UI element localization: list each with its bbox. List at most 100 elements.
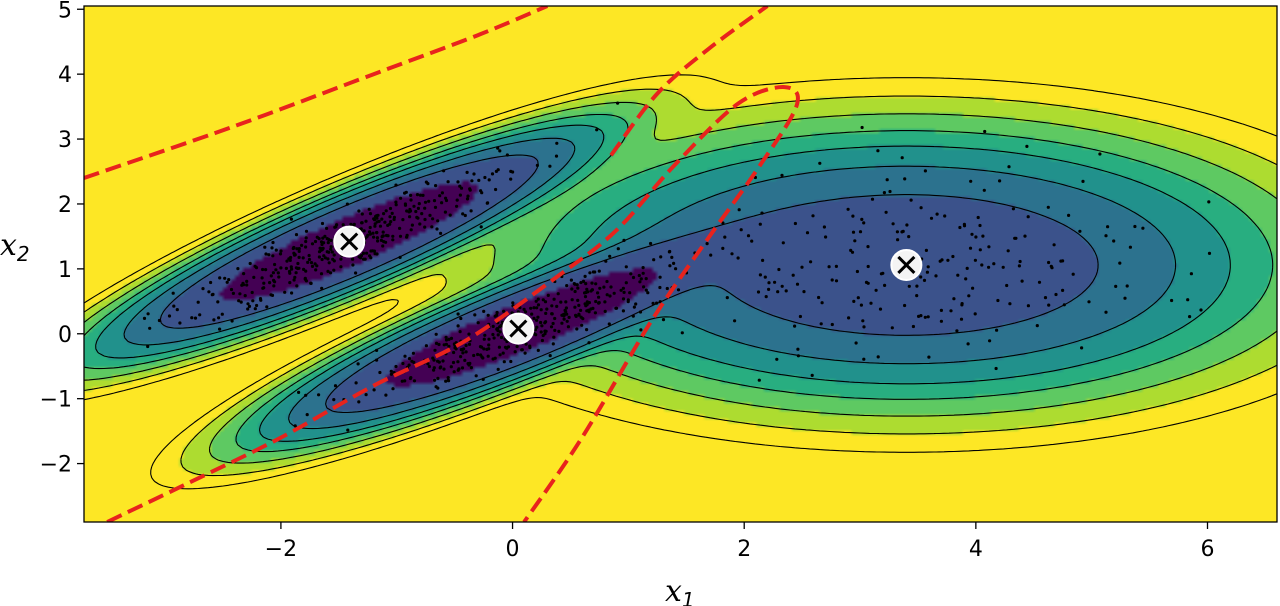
data-point xyxy=(550,304,554,308)
data-point xyxy=(212,318,216,322)
data-point xyxy=(242,272,246,276)
data-point xyxy=(1006,249,1010,253)
data-point xyxy=(294,266,298,270)
data-point xyxy=(409,193,413,197)
data-point xyxy=(442,169,446,173)
data-point xyxy=(536,297,540,301)
data-point xyxy=(172,304,176,308)
data-point xyxy=(216,300,220,304)
data-point xyxy=(243,294,247,298)
data-point xyxy=(559,300,563,304)
data-point xyxy=(492,336,496,340)
data-point xyxy=(278,252,283,256)
data-point xyxy=(398,234,403,238)
data-point xyxy=(157,318,161,323)
data-point xyxy=(824,235,828,239)
data-point xyxy=(369,256,373,260)
data-point xyxy=(588,271,592,275)
data-point xyxy=(424,344,428,348)
data-point xyxy=(626,298,630,302)
data-point xyxy=(642,285,646,289)
data-point xyxy=(895,230,900,234)
data-point xyxy=(225,280,229,284)
data-point xyxy=(590,281,594,285)
data-point xyxy=(956,273,960,277)
data-point xyxy=(919,314,923,318)
data-point xyxy=(394,183,398,187)
contour-line xyxy=(84,101,1277,464)
data-point xyxy=(959,317,964,321)
data-point xyxy=(878,307,883,311)
data-point xyxy=(272,284,276,288)
centroid-markers xyxy=(333,225,923,345)
data-point xyxy=(1046,205,1050,209)
data-point xyxy=(498,353,502,357)
data-point xyxy=(882,191,887,195)
data-point xyxy=(476,352,480,357)
data-point xyxy=(288,281,292,285)
data-point xyxy=(491,332,495,337)
data-point xyxy=(1112,239,1116,243)
data-point xyxy=(573,289,577,294)
data-point xyxy=(535,306,539,310)
data-point xyxy=(263,245,267,249)
data-point xyxy=(802,290,806,294)
data-point xyxy=(323,256,327,260)
data-point xyxy=(495,313,499,317)
data-point xyxy=(529,306,533,310)
data-point xyxy=(1114,284,1118,288)
data-point xyxy=(544,311,548,315)
data-point xyxy=(854,341,858,345)
data-point xyxy=(998,179,1002,183)
data-point xyxy=(758,273,763,277)
y-axis-label: x2 xyxy=(0,228,30,266)
contour-line xyxy=(84,113,1274,453)
data-point xyxy=(248,261,252,266)
data-point xyxy=(563,308,567,312)
data-point xyxy=(818,161,822,165)
data-point xyxy=(431,217,435,221)
data-point xyxy=(539,320,543,325)
data-point xyxy=(490,172,495,176)
data-point xyxy=(891,222,895,226)
data-point xyxy=(996,298,1000,303)
data-point xyxy=(432,199,437,203)
data-point xyxy=(447,337,451,341)
data-point xyxy=(449,365,453,369)
data-point xyxy=(433,348,437,352)
data-point xyxy=(442,367,446,371)
data-point xyxy=(196,300,200,304)
data-point xyxy=(372,235,376,239)
data-point xyxy=(217,316,221,320)
data-point xyxy=(178,321,182,325)
data-point xyxy=(624,265,628,269)
data-point xyxy=(245,279,249,283)
data-point xyxy=(676,288,681,292)
data-point xyxy=(427,199,431,203)
data-point xyxy=(639,277,643,281)
data-point xyxy=(459,355,463,359)
data-point xyxy=(994,366,998,371)
data-point xyxy=(576,286,580,290)
data-point xyxy=(327,250,331,254)
data-point xyxy=(277,275,281,279)
data-point xyxy=(408,215,412,219)
data-point xyxy=(432,368,436,372)
data-point xyxy=(587,341,591,345)
data-point xyxy=(852,299,856,303)
data-point xyxy=(760,211,764,215)
data-point xyxy=(534,299,538,303)
data-point xyxy=(919,206,923,210)
data-point xyxy=(575,327,579,331)
data-point xyxy=(540,324,544,328)
data-point xyxy=(416,206,420,210)
data-point xyxy=(866,245,870,249)
data-point xyxy=(376,239,380,243)
data-point xyxy=(995,328,999,332)
data-point xyxy=(465,197,470,201)
data-point xyxy=(501,351,505,355)
data-point xyxy=(438,194,442,198)
data-point xyxy=(327,261,331,265)
contour-lines xyxy=(84,74,1277,490)
data-point xyxy=(680,331,684,335)
